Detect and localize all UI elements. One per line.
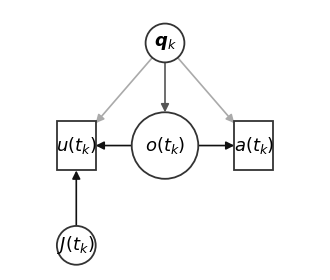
Circle shape [57, 226, 96, 265]
Bar [57, 121, 96, 171]
Circle shape [146, 24, 184, 62]
Text: $a(t_k)$: $a(t_k)$ [234, 135, 274, 156]
Text: $u(t_k)$: $u(t_k)$ [56, 135, 97, 156]
Text: $o(t_k)$: $o(t_k)$ [145, 135, 185, 156]
Bar [234, 121, 273, 171]
Circle shape [132, 112, 198, 179]
Text: $J(t_k)$: $J(t_k)$ [57, 234, 95, 256]
Text: $\boldsymbol{q}_k$: $\boldsymbol{q}_k$ [153, 34, 177, 52]
